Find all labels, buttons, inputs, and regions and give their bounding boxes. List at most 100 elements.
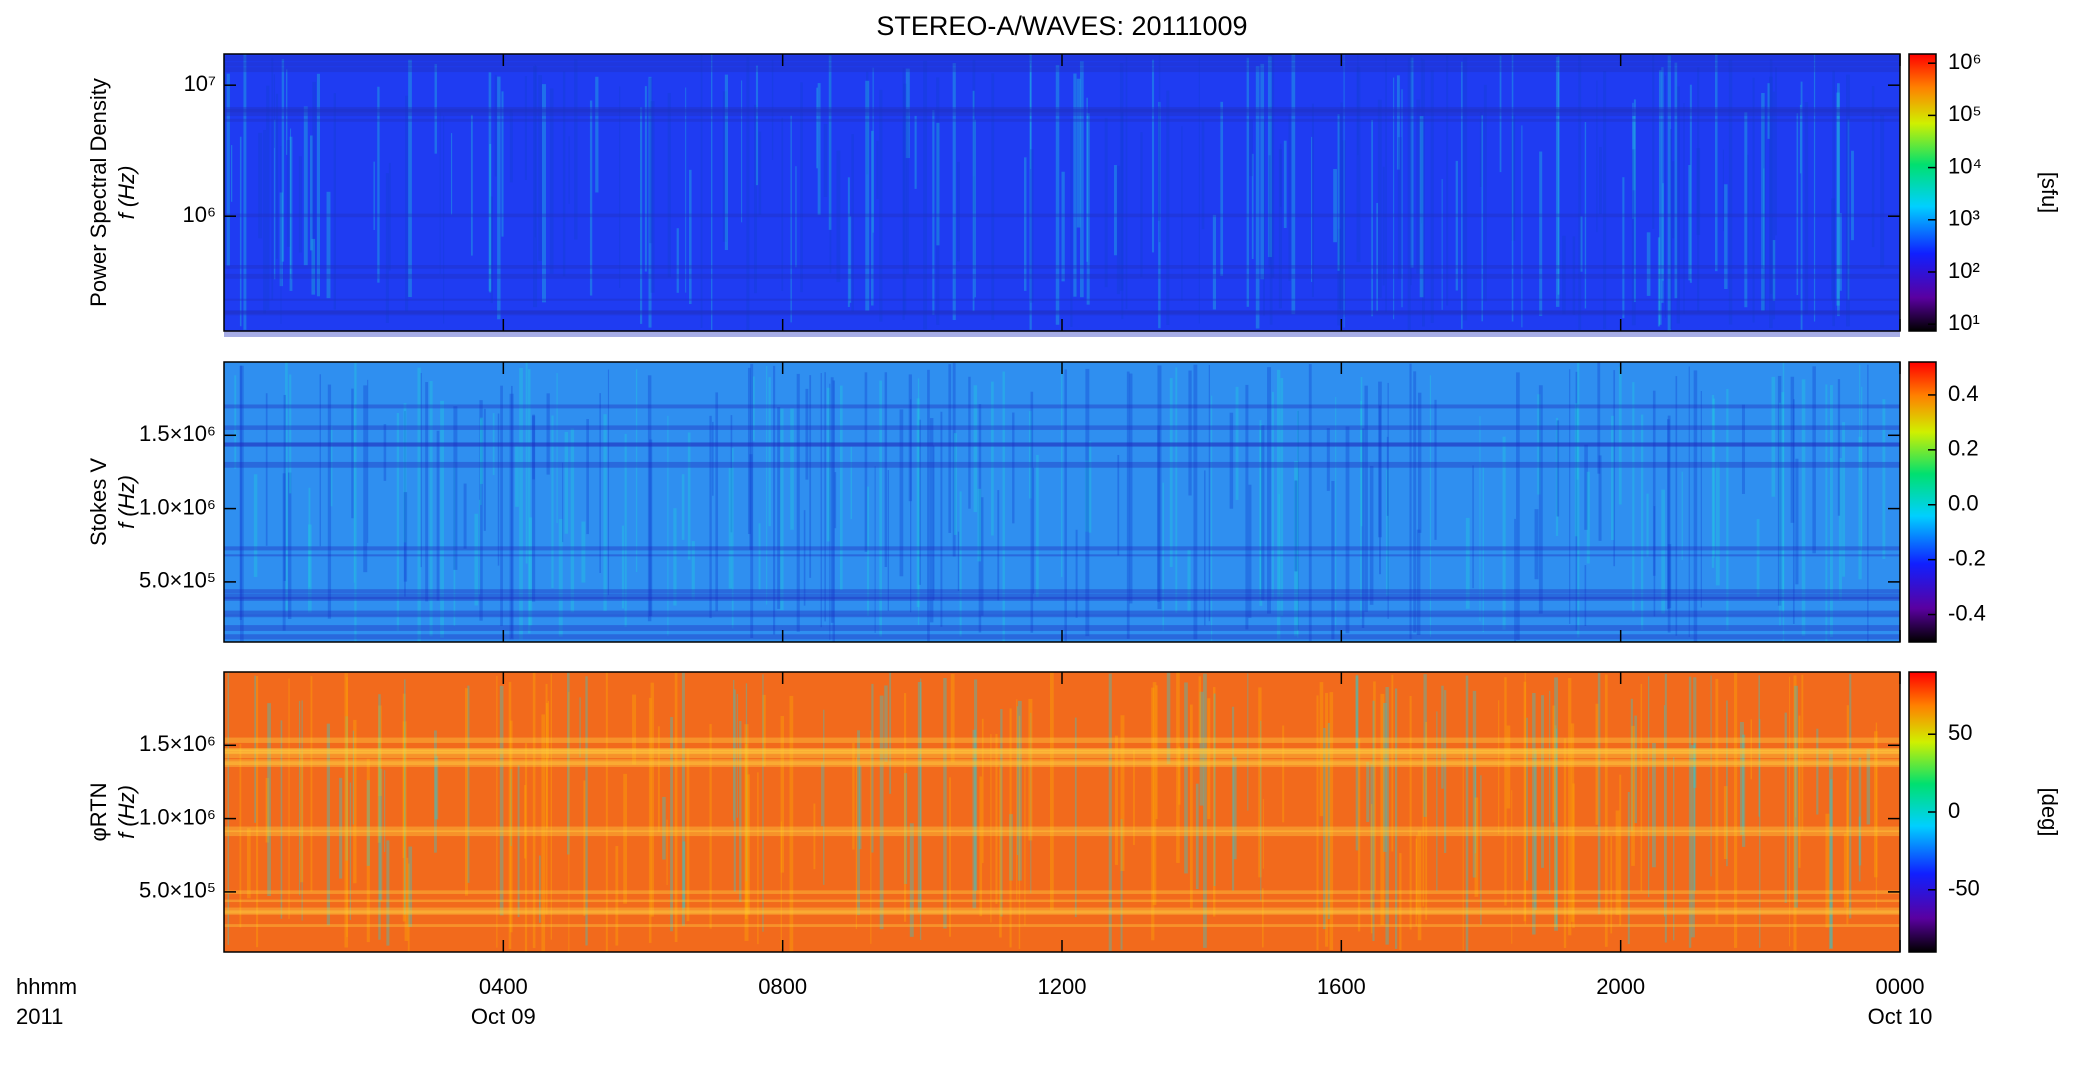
spectrogram-texture bbox=[1744, 112, 1748, 308]
spectrogram-texture bbox=[857, 730, 861, 916]
spectrogram-texture bbox=[1327, 723, 1331, 920]
spectrogram-texture bbox=[436, 430, 440, 601]
spectrogram-texture bbox=[551, 415, 554, 589]
spectrogram-texture bbox=[384, 770, 386, 852]
spectrogram-texture bbox=[254, 675, 257, 823]
spectrogram-texture bbox=[773, 365, 776, 635]
spectrogram-texture bbox=[1382, 166, 1385, 286]
spectrogram-texture bbox=[286, 69, 288, 155]
spectrogram-texture bbox=[1555, 417, 1559, 537]
spectrogram-texture bbox=[874, 466, 876, 633]
spectrogram-texture bbox=[1121, 111, 1124, 320]
spectrogram-texture bbox=[224, 273, 1900, 279]
spectrogram-texture bbox=[1355, 676, 1359, 752]
spectrogram-texture bbox=[728, 467, 733, 589]
spectrogram-texture bbox=[1377, 99, 1382, 298]
spectrogram-texture bbox=[326, 191, 331, 299]
spectrogram-texture bbox=[1506, 725, 1511, 809]
spectrogram-texture bbox=[405, 95, 409, 312]
spectrogram-texture bbox=[403, 492, 408, 582]
spectrogram-texture bbox=[519, 367, 523, 640]
spectrogram-texture bbox=[1825, 813, 1830, 928]
colorbar-tick-label: 0.4 bbox=[1948, 381, 1979, 406]
spectrogram-texture bbox=[226, 73, 230, 266]
spectrogram-texture bbox=[990, 734, 992, 923]
spectrogram-texture bbox=[1425, 721, 1428, 920]
spectrogram-texture bbox=[1366, 761, 1370, 822]
spectrogram-texture bbox=[1260, 720, 1262, 901]
spectrogram-texture bbox=[396, 412, 400, 631]
spectrogram-texture bbox=[879, 380, 882, 637]
spectrogram-texture bbox=[624, 433, 627, 628]
spectrogram-texture bbox=[308, 487, 311, 588]
spectrogram-texture bbox=[1690, 745, 1695, 938]
spectrogram-texture bbox=[1369, 465, 1374, 605]
spectrogram-texture bbox=[439, 112, 441, 275]
spectrogram-texture bbox=[1410, 54, 1412, 286]
spectrogram-texture bbox=[733, 689, 736, 892]
spectrogram-texture bbox=[224, 890, 1900, 894]
spectrogram-texture bbox=[1610, 836, 1613, 934]
colorbar-tick-label: 10⁵ bbox=[1948, 101, 1982, 126]
spectrogram-texture bbox=[1357, 55, 1359, 156]
spectrogram-texture bbox=[1739, 721, 1744, 835]
spectrogram-texture bbox=[1632, 102, 1634, 219]
spectrogram-texture bbox=[640, 107, 643, 324]
spectrogram-texture bbox=[940, 411, 943, 627]
spectrogram-texture bbox=[1647, 676, 1650, 898]
spectrogram-texture bbox=[271, 57, 274, 300]
spectrogram-texture bbox=[585, 676, 588, 946]
spectrogram-texture bbox=[724, 74, 729, 251]
spectrogram-texture bbox=[363, 385, 368, 573]
spectrogram-texture bbox=[1249, 119, 1253, 177]
spectrogram-texture bbox=[1576, 406, 1579, 480]
spectrogram-texture bbox=[353, 719, 357, 884]
spectrogram-texture bbox=[1326, 428, 1330, 491]
y-tick-label: 1.5×10⁶ bbox=[139, 731, 216, 756]
spectrogram-texture bbox=[649, 77, 653, 244]
spectrogram-texture bbox=[1794, 685, 1798, 908]
spectrogram-texture bbox=[762, 694, 766, 767]
spectrogram-texture bbox=[1584, 444, 1588, 530]
spectrogram-texture bbox=[736, 693, 738, 818]
spectrogram-texture bbox=[1335, 396, 1337, 632]
spectrogram-texture bbox=[443, 115, 445, 324]
spectrogram-texture bbox=[1618, 366, 1622, 505]
spectrogram-texture bbox=[999, 767, 1002, 938]
spectrogram-texture bbox=[1378, 381, 1382, 538]
spectrogram-texture bbox=[1479, 416, 1481, 622]
spectrogram-texture bbox=[1597, 362, 1601, 474]
spectrogram-texture bbox=[621, 525, 625, 609]
spectrogram-texture bbox=[583, 780, 586, 916]
spectrogram-texture bbox=[796, 373, 800, 632]
spectrogram-texture bbox=[509, 720, 513, 933]
spectrogram-texture bbox=[429, 380, 433, 637]
spectrogram-texture bbox=[832, 380, 835, 642]
spectrogram-texture bbox=[1595, 703, 1599, 825]
spectrogram-texture bbox=[1792, 399, 1795, 624]
spectrogram bbox=[224, 362, 1900, 642]
spectrogram-texture bbox=[1108, 673, 1112, 951]
spectrogram-texture bbox=[224, 610, 1900, 616]
spectrogram-texture bbox=[709, 724, 712, 929]
spectrogram-texture bbox=[876, 140, 879, 200]
spectrogram-texture bbox=[1867, 364, 1869, 642]
spectrogram-texture bbox=[1672, 161, 1675, 239]
spectrogram-texture bbox=[265, 393, 268, 546]
spectrogram-texture bbox=[789, 695, 794, 952]
spectrogram-texture bbox=[1338, 113, 1343, 309]
spectrogram-texture bbox=[771, 59, 774, 160]
spectrogram-texture bbox=[650, 101, 655, 293]
spectrogram-texture bbox=[952, 363, 956, 557]
spectrogram-texture bbox=[510, 769, 512, 847]
spectrogram-texture bbox=[1574, 403, 1578, 537]
spectrogram-texture bbox=[385, 173, 389, 323]
spectrogram-texture bbox=[1246, 57, 1249, 307]
spectrogram-texture bbox=[979, 776, 983, 917]
spectrogram-texture bbox=[749, 454, 753, 550]
spectrogram-texture bbox=[1291, 54, 1296, 315]
spectrogram-texture bbox=[224, 310, 1900, 314]
spectrogram-texture bbox=[1578, 55, 1582, 330]
spectrogram-texture bbox=[741, 80, 743, 223]
spectrogram-texture bbox=[1397, 137, 1402, 279]
